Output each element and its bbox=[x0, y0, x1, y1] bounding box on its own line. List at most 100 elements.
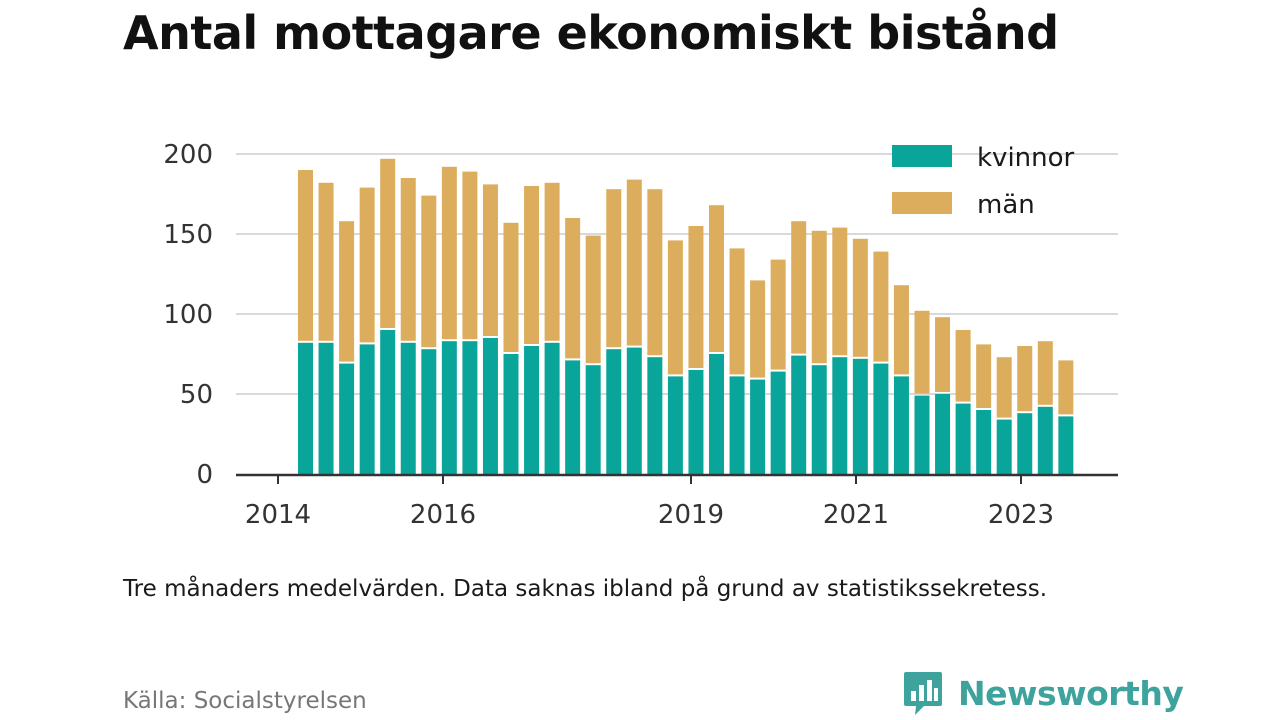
bar-man bbox=[1058, 360, 1074, 415]
bar-man bbox=[729, 248, 745, 375]
bar-man bbox=[318, 182, 334, 341]
legend-swatch-man bbox=[892, 192, 952, 214]
bar-kvinnor bbox=[811, 365, 827, 474]
bar-man bbox=[1037, 341, 1053, 405]
bar-kvinnor bbox=[955, 403, 971, 474]
y-tick-label: 200 bbox=[163, 140, 213, 170]
bar-kvinnor bbox=[976, 410, 992, 474]
x-tick-label: 2021 bbox=[823, 500, 889, 530]
bar-kvinnor bbox=[1017, 413, 1033, 474]
bar-kvinnor bbox=[893, 376, 909, 474]
y-tick-label: 50 bbox=[180, 380, 213, 410]
bar-kvinnor bbox=[626, 347, 642, 474]
bar-man bbox=[955, 330, 971, 402]
legend-label-man: män bbox=[977, 190, 1035, 220]
legend-swatch-kvinnor bbox=[892, 145, 952, 167]
bar-kvinnor bbox=[462, 341, 478, 474]
bar-kvinnor bbox=[544, 342, 560, 474]
bar-kvinnor bbox=[791, 355, 807, 474]
bar-kvinnor bbox=[770, 371, 786, 474]
bar-kvinnor bbox=[688, 370, 704, 474]
bar-kvinnor bbox=[380, 330, 396, 474]
bar-kvinnor bbox=[996, 419, 1012, 474]
x-tick-label: 2023 bbox=[988, 500, 1054, 530]
bar-man bbox=[359, 187, 375, 343]
bar-man bbox=[709, 205, 724, 352]
bar-man bbox=[770, 259, 786, 370]
bar-man bbox=[400, 178, 416, 341]
bar-kvinnor bbox=[482, 338, 498, 474]
bar-kvinnor bbox=[606, 349, 622, 474]
y-tick-label: 0 bbox=[196, 460, 213, 490]
bar-man bbox=[421, 195, 437, 348]
bar-man bbox=[791, 221, 807, 354]
bar-man bbox=[832, 227, 848, 356]
y-axis-ticks: 0 50 100 150 200 bbox=[163, 140, 213, 490]
bar-man bbox=[524, 186, 540, 344]
bar-kvinnor bbox=[524, 346, 540, 474]
legend: kvinnor män bbox=[892, 143, 1075, 220]
bar-kvinnor bbox=[339, 363, 355, 474]
bar-kvinnor bbox=[503, 354, 519, 474]
bar-man bbox=[298, 170, 313, 341]
newsworthy-chart-icon bbox=[904, 672, 942, 715]
bar-kvinnor bbox=[421, 349, 437, 474]
chart-title: Antal mottagare ekonomiskt bistånd bbox=[123, 6, 1059, 60]
bar-kvinnor bbox=[709, 354, 724, 474]
brand-logo: Newsworthy bbox=[902, 670, 1184, 716]
bar-kvinnor bbox=[750, 379, 766, 474]
bar-kvinnor bbox=[873, 363, 889, 474]
bar-man bbox=[873, 251, 889, 362]
source-note: Källa: Socialstyrelsen bbox=[123, 688, 367, 714]
stacked-bar-chart: 0 50 100 150 200 2014 2016 2019 2021 2023 kvinno… bbox=[163, 140, 1118, 530]
bar-man bbox=[1017, 346, 1033, 412]
bar-man bbox=[976, 344, 992, 408]
bar-man bbox=[380, 158, 396, 328]
bar-man bbox=[606, 189, 622, 348]
bar-kvinnor bbox=[935, 394, 951, 474]
y-tick-label: 100 bbox=[163, 300, 213, 330]
bar-man bbox=[482, 184, 498, 336]
x-tick-label: 2019 bbox=[658, 500, 724, 530]
x-axis: 2014 2016 2019 2021 2023 bbox=[236, 473, 1118, 530]
bar-man bbox=[935, 317, 951, 392]
bar-man bbox=[647, 189, 663, 356]
bar-kvinnor bbox=[1058, 416, 1074, 474]
chart-caption: Tre månaders medelvärden. Data saknas ib… bbox=[123, 576, 1048, 602]
bars bbox=[298, 158, 1074, 474]
bar-kvinnor bbox=[585, 365, 601, 474]
bar-kvinnor bbox=[359, 344, 375, 474]
bar-kvinnor bbox=[400, 342, 416, 474]
bar-kvinnor bbox=[667, 376, 683, 474]
brand-name: Newsworthy bbox=[958, 673, 1184, 713]
bar-man bbox=[914, 310, 930, 394]
bar-kvinnor bbox=[1037, 406, 1053, 474]
bar-man bbox=[503, 222, 519, 352]
bar-kvinnor bbox=[647, 357, 663, 474]
bar-kvinnor bbox=[914, 395, 930, 474]
bar-man bbox=[565, 218, 581, 359]
bar-kvinnor bbox=[298, 342, 313, 474]
bar-man bbox=[544, 182, 560, 341]
bar-kvinnor bbox=[318, 342, 334, 474]
bar-man bbox=[441, 166, 457, 340]
bar-man bbox=[893, 285, 909, 375]
bar-kvinnor bbox=[852, 358, 868, 474]
bar-man bbox=[811, 230, 827, 364]
y-tick-label: 150 bbox=[163, 220, 213, 250]
bar-man bbox=[852, 238, 868, 357]
bar-kvinnor bbox=[832, 357, 848, 474]
bar-kvinnor bbox=[565, 360, 581, 474]
bar-man bbox=[688, 226, 704, 368]
bar-man bbox=[667, 240, 683, 375]
bar-man bbox=[585, 235, 601, 364]
bar-man bbox=[626, 179, 642, 346]
bar-kvinnor bbox=[441, 341, 457, 474]
bar-man bbox=[339, 221, 355, 362]
bar-kvinnor bbox=[729, 376, 745, 474]
bar-man bbox=[462, 171, 478, 340]
bar-man bbox=[750, 280, 766, 378]
bar-man bbox=[996, 357, 1012, 418]
legend-label-kvinnor: kvinnor bbox=[977, 143, 1075, 173]
x-tick-label: 2014 bbox=[245, 500, 311, 530]
